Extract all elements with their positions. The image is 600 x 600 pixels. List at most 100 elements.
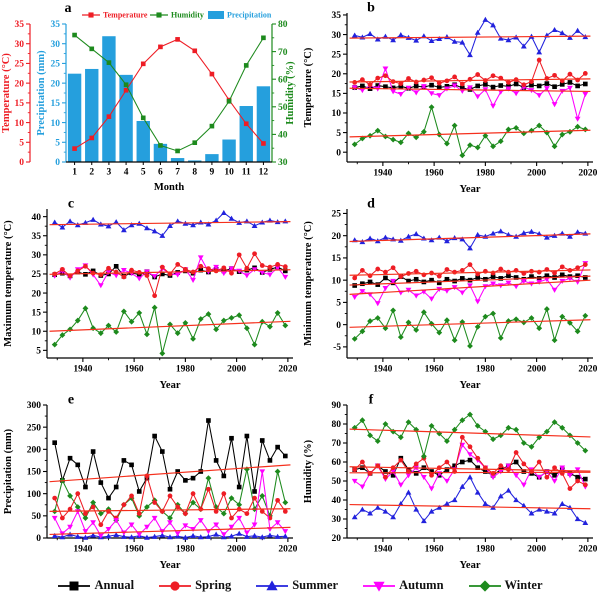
svg-text:10: 10 <box>332 276 342 286</box>
svg-text:100: 100 <box>27 490 42 500</box>
svg-text:1960: 1960 <box>425 545 444 555</box>
winter-marker-glyph <box>468 579 501 592</box>
svg-text:1940: 1940 <box>73 365 92 375</box>
svg-text:20: 20 <box>332 534 342 544</box>
svg-text:2020: 2020 <box>278 365 297 375</box>
svg-text:0: 0 <box>19 158 24 168</box>
svg-text:40: 40 <box>332 496 342 506</box>
panel-d-min-temperature: -5 0 5 10 15 20 25 1940 1960 1980 2000 2020 Year Mini… <box>300 196 600 392</box>
svg-text:25: 25 <box>15 60 25 70</box>
svg-text:2000: 2000 <box>227 365 246 375</box>
svg-text:1960: 1960 <box>125 365 144 375</box>
svg-text:Temperature: Temperature <box>103 11 148 20</box>
annual-square-icon <box>57 578 91 594</box>
svg-text:5: 5 <box>141 168 146 178</box>
svg-text:30: 30 <box>278 158 288 168</box>
svg-text:Precipitation (mm): Precipitation (mm) <box>3 428 14 514</box>
svg-text:2000: 2000 <box>527 545 546 555</box>
svg-text:0: 0 <box>336 321 341 331</box>
svg-text:1960: 1960 <box>425 365 444 375</box>
svg-text:90: 90 <box>332 401 342 411</box>
svg-text:40: 40 <box>32 213 42 223</box>
svg-text:2: 2 <box>89 168 94 178</box>
svg-text:30: 30 <box>15 40 25 50</box>
summer-marker-glyph <box>256 579 289 590</box>
svg-text:6: 6 <box>158 168 163 178</box>
svg-text:Temperature (°C): Temperature (°C) <box>1 53 12 133</box>
svg-text:30: 30 <box>332 31 342 41</box>
season-legend: Annual Spring Summer Autumn Winter <box>0 571 600 600</box>
legend-label-summer: Summer <box>292 578 339 592</box>
panel-c-max-temperature: 5 10 15 20 25 30 35 40 1940 1960 1980 2000 2020 Year M… <box>0 196 300 392</box>
b-chart: 0 5 10 15 20 25 30 35 1940 1960 1980 2000 2020 Year Te… <box>303 1 598 196</box>
svg-text:Maximum temperature (°C): Maximum temperature (°C) <box>3 220 14 347</box>
svg-text:2000: 2000 <box>527 365 546 375</box>
spring-marker-glyph <box>159 580 192 591</box>
svg-text:30: 30 <box>51 40 61 50</box>
svg-text:1960: 1960 <box>425 169 444 179</box>
svg-text:35: 35 <box>32 232 42 242</box>
svg-text:60: 60 <box>278 75 288 85</box>
svg-text:1940: 1940 <box>73 545 92 555</box>
svg-text:0: 0 <box>336 148 341 158</box>
svg-text:1980: 1980 <box>476 365 495 375</box>
svg-text:50: 50 <box>332 477 342 487</box>
summer-triangle-icon <box>255 578 289 594</box>
svg-text:10: 10 <box>332 109 342 119</box>
svg-text:20: 20 <box>51 79 61 89</box>
svg-text:150: 150 <box>27 468 42 478</box>
panel-f-humidity: 20 30 40 50 60 70 80 90 1940 1960 1980 2000 2020 Year… <box>300 392 600 572</box>
svg-text:2020: 2020 <box>578 365 597 375</box>
svg-text:30: 30 <box>32 251 42 261</box>
svg-text:1980: 1980 <box>476 545 495 555</box>
svg-text:1940: 1940 <box>373 545 392 555</box>
autumn-triangle-down-icon <box>362 578 396 594</box>
svg-text:Year: Year <box>160 380 181 391</box>
svg-text:f: f <box>369 393 374 408</box>
legend-item-autumn: Autumn <box>362 578 444 594</box>
svg-text:Year: Year <box>160 560 181 571</box>
panel-a-climograph: 0 5 10 15 20 25 30 35 Temperature (°C) 0 5 10 15 20 25… <box>0 0 300 196</box>
e-chart: 0 50 100 150 200 250 300 1940 1960 1980 2000 2020 Ye… <box>3 393 298 572</box>
svg-text:11: 11 <box>242 168 251 178</box>
svg-text:10: 10 <box>15 119 25 129</box>
legend-label-spring: Spring <box>195 578 232 592</box>
svg-text:35: 35 <box>51 20 61 30</box>
svg-text:Year: Year <box>460 380 481 391</box>
svg-text:20: 20 <box>32 289 42 299</box>
svg-text:25: 25 <box>32 270 42 280</box>
svg-text:0: 0 <box>36 534 41 544</box>
svg-text:40: 40 <box>278 131 288 141</box>
svg-text:d: d <box>367 197 375 212</box>
legend-label-autumn: Autumn <box>399 578 444 592</box>
svg-text:7: 7 <box>175 168 180 178</box>
svg-text:20: 20 <box>332 70 342 80</box>
svg-text:1980: 1980 <box>176 545 195 555</box>
svg-text:10: 10 <box>32 327 42 337</box>
svg-text:15: 15 <box>15 99 25 109</box>
svg-text:1: 1 <box>72 168 77 178</box>
svg-text:5: 5 <box>55 138 60 148</box>
svg-text:Humidity (%): Humidity (%) <box>285 61 296 125</box>
legend-item-annual: Annual <box>57 578 134 594</box>
f-chart: 20 30 40 50 60 70 80 90 1940 1960 1980 2000 2020 Year… <box>303 393 598 572</box>
svg-text:2000: 2000 <box>527 169 546 179</box>
svg-text:2020: 2020 <box>278 545 297 555</box>
svg-text:60: 60 <box>332 458 342 468</box>
svg-text:10: 10 <box>224 168 234 178</box>
svg-text:a: a <box>65 1 72 16</box>
svg-text:Minimum temperature (°C): Minimum temperature (°C) <box>303 221 314 346</box>
panel-b-temperature: 0 5 10 15 20 25 30 35 1940 1960 1980 2000 2020 Year Te… <box>300 0 600 196</box>
svg-text:Precipitation: Precipitation <box>227 11 272 20</box>
svg-text:35: 35 <box>15 20 25 30</box>
svg-text:10: 10 <box>51 119 61 129</box>
legend-item-summer: Summer <box>255 578 338 594</box>
svg-text:Humidity: Humidity <box>171 11 204 20</box>
svg-text:b: b <box>367 1 375 16</box>
svg-text:25: 25 <box>332 50 342 60</box>
svg-text:15: 15 <box>32 308 42 318</box>
svg-text:2020: 2020 <box>578 169 597 179</box>
svg-text:50: 50 <box>278 103 288 113</box>
spring-circle-icon <box>158 578 192 594</box>
svg-text:70: 70 <box>278 48 288 58</box>
